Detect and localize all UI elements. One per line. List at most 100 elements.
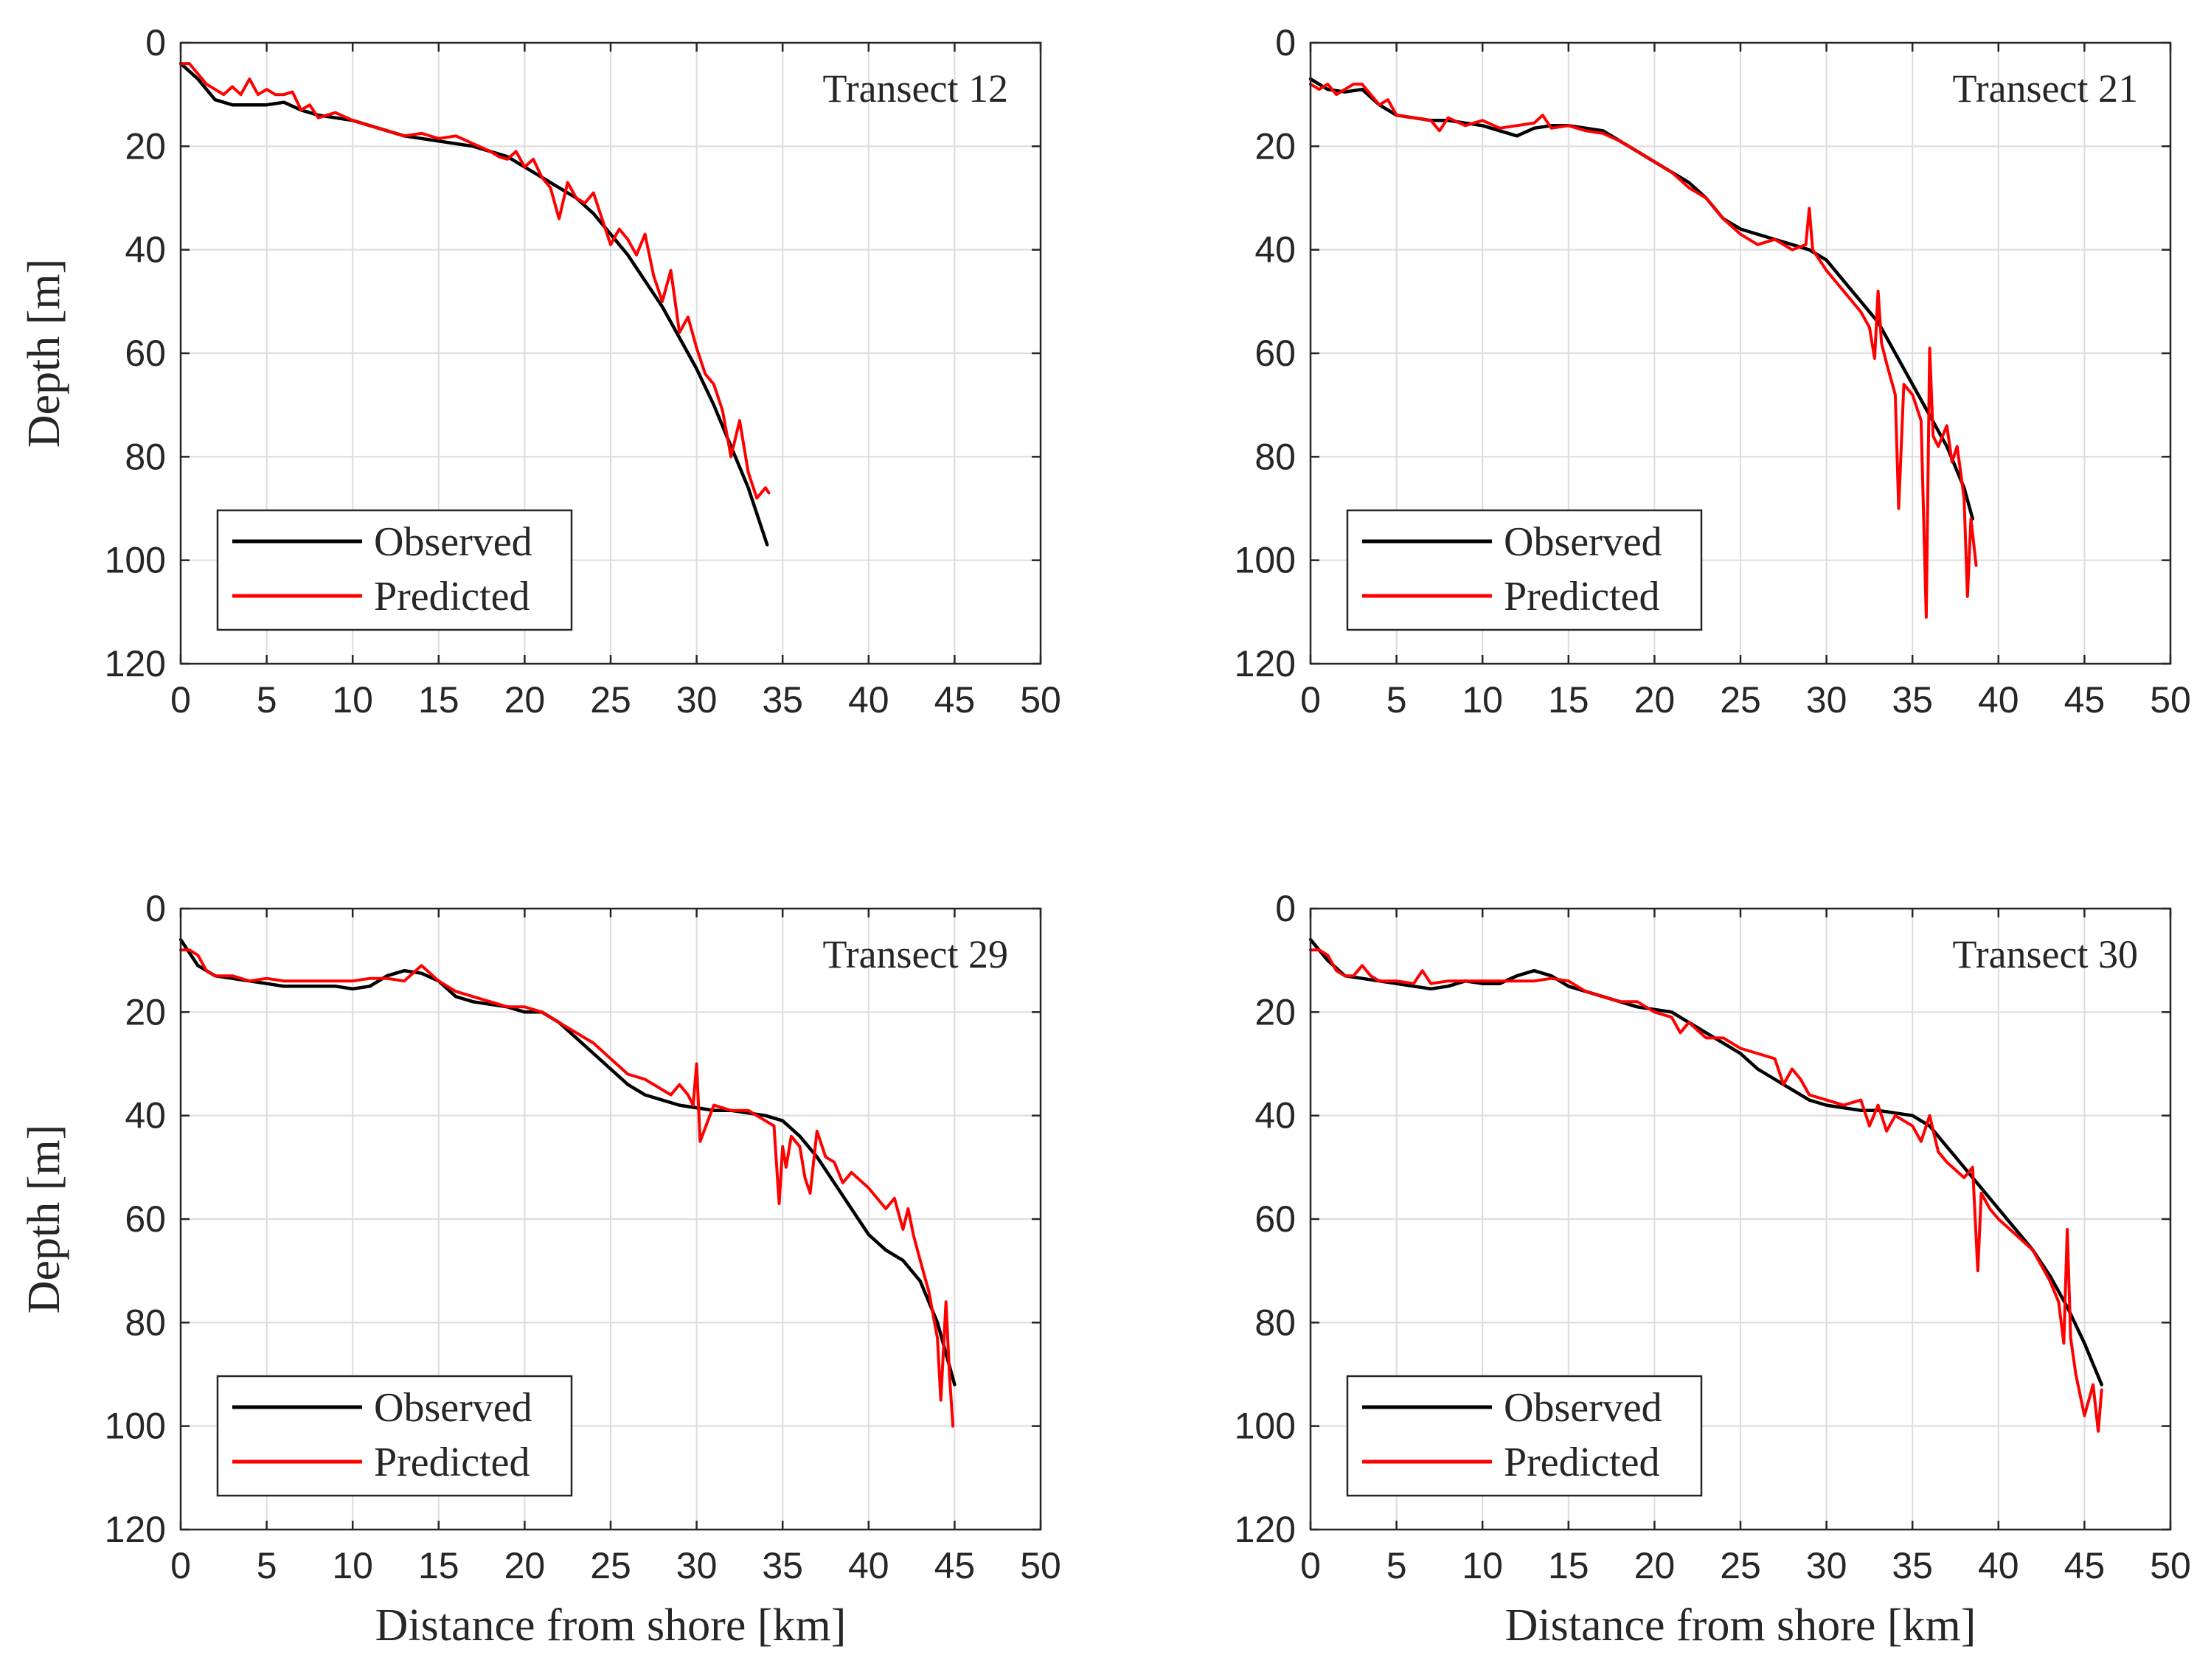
y-tick-label: 40 (1254, 1095, 1296, 1136)
legend-label-predicted: Predicted (374, 1440, 530, 1485)
y-tick-label: 60 (1254, 1198, 1296, 1240)
legend-box (1346, 509, 1703, 631)
x-tick-label: 40 (848, 679, 889, 721)
x-axis-label: Distance from shore [km] (375, 1600, 847, 1651)
panel-title: Transect 30 (1953, 932, 2139, 976)
panel-3: 0 5 10 15 20 25 30 35 40 45 50 0 20 40 60 80 100 120 Trans… (19, 888, 1061, 1651)
x-tick-label: 30 (676, 1545, 718, 1586)
series-line-predicted (179, 62, 771, 500)
x-tick-label: 30 (1806, 1545, 1847, 1586)
x-tick-label: 40 (1978, 1545, 2019, 1586)
x-tick-label: 35 (1892, 679, 1933, 721)
legend: Observed Predicted (216, 509, 573, 631)
x-axis-label: Distance from shore [km] (1505, 1600, 1976, 1651)
x-tick-label: 50 (2150, 1545, 2191, 1586)
series-line-observed (178, 61, 769, 546)
y-tick-label: 80 (1254, 1302, 1296, 1343)
x-tick-label: 20 (504, 1545, 546, 1586)
y-tick-label: 120 (1235, 643, 1296, 684)
x-tick-label: 10 (332, 679, 373, 721)
x-tick-label: 50 (1020, 679, 1061, 721)
x-tick-label: 10 (1462, 1545, 1503, 1586)
x-tick-label: 45 (2064, 1545, 2106, 1586)
y-tick-label: 80 (1254, 436, 1296, 477)
y-tick-label: 80 (125, 1302, 166, 1343)
x-tick-label: 0 (1300, 679, 1321, 721)
legend-label-observed: Observed (374, 1385, 532, 1431)
x-tick-label: 20 (504, 679, 546, 721)
x-tick-label: 45 (2064, 679, 2106, 721)
y-tick-label: 120 (105, 643, 166, 684)
legend-label-observed: Observed (1504, 1385, 1662, 1431)
legend-label-predicted: Predicted (374, 574, 530, 619)
legend: Observed Predicted (1346, 1375, 1703, 1497)
y-tick-label: 20 (125, 125, 166, 167)
x-tick-label: 25 (590, 679, 631, 721)
x-tick-label: 0 (1300, 1545, 1321, 1586)
x-tick-label: 35 (1892, 1545, 1933, 1586)
x-tick-label: 40 (848, 1545, 889, 1586)
x-tick-label: 40 (1978, 679, 2019, 721)
y-tick-label: 20 (125, 991, 166, 1032)
series-line-observed (178, 937, 957, 1386)
y-tick-label: 0 (1275, 888, 1296, 929)
x-tick-label: 5 (1386, 679, 1407, 721)
y-axis-label: Depth [m] (19, 1125, 69, 1314)
x-tick-label: 10 (1462, 679, 1503, 721)
x-tick-label: 45 (934, 679, 976, 721)
x-tick-label: 50 (1020, 1545, 1061, 1586)
y-tick-label: 0 (145, 888, 166, 929)
y-tick-label: 0 (1275, 22, 1296, 63)
y-tick-label: 100 (1235, 1406, 1296, 1447)
x-tick-label: 15 (418, 679, 459, 721)
panel-title: Transect 29 (823, 932, 1009, 976)
y-tick-label: 100 (105, 540, 166, 581)
panel-title: Transect 21 (1953, 66, 2139, 111)
grid (1311, 43, 2170, 664)
y-tick-label: 0 (145, 22, 166, 63)
series-line-predicted (179, 948, 955, 1428)
x-tick-label: 5 (257, 679, 277, 721)
x-tick-label: 45 (934, 1545, 976, 1586)
y-tick-label: 120 (105, 1509, 166, 1550)
x-tick-label: 5 (257, 1545, 277, 1586)
legend: Observed Predicted (1346, 509, 1703, 631)
y-tick-label: 60 (1254, 333, 1296, 374)
y-tick-label: 80 (125, 436, 166, 477)
legend-label-predicted: Predicted (1504, 1440, 1659, 1485)
x-tick-label: 20 (1634, 679, 1676, 721)
y-tick-label: 20 (1254, 991, 1296, 1032)
x-tick-label: 30 (1806, 679, 1847, 721)
legend-label-predicted: Predicted (1504, 574, 1659, 619)
y-tick-label: 120 (1235, 1509, 1296, 1550)
panel-title: Transect 12 (823, 66, 1009, 111)
x-tick-label: 0 (170, 679, 191, 721)
series-line-observed (1308, 937, 2103, 1386)
y-tick-label: 60 (125, 333, 166, 374)
x-tick-label: 25 (1720, 1545, 1761, 1586)
legend-box (216, 509, 573, 631)
x-tick-label: 25 (590, 1545, 631, 1586)
legend: Observed Predicted (216, 1375, 573, 1497)
panel-1: 0 5 10 15 20 25 30 35 40 45 50 0 20 40 60 80 100 120 Trans… (19, 22, 1061, 721)
x-tick-label: 20 (1634, 1545, 1676, 1586)
panel-2: 0 5 10 15 20 25 30 35 40 45 50 0 20 40 60 80 100 120 Trans… (1235, 22, 2191, 721)
x-tick-label: 50 (2150, 679, 2191, 721)
y-tick-label: 20 (1254, 125, 1296, 167)
y-tick-label: 40 (1254, 229, 1296, 271)
legend-box (1346, 1375, 1703, 1497)
legend-label-observed: Observed (1504, 519, 1662, 565)
series-line-predicted (1309, 948, 2103, 1433)
y-tick-label: 40 (125, 229, 166, 271)
panel-4: 0 5 10 15 20 25 30 35 40 45 50 0 20 40 60 80 100 120 Trans… (1235, 888, 2191, 1651)
x-tick-label: 35 (762, 1545, 803, 1586)
series-line-predicted (1309, 83, 1978, 619)
grid (1311, 909, 2170, 1530)
legend-label-observed: Observed (374, 519, 532, 565)
x-tick-label: 35 (762, 679, 803, 721)
x-tick-label: 30 (676, 679, 718, 721)
y-tick-label: 60 (125, 1198, 166, 1240)
x-tick-label: 0 (170, 1545, 191, 1586)
y-tick-label: 100 (1235, 540, 1296, 581)
x-tick-label: 10 (332, 1545, 373, 1586)
